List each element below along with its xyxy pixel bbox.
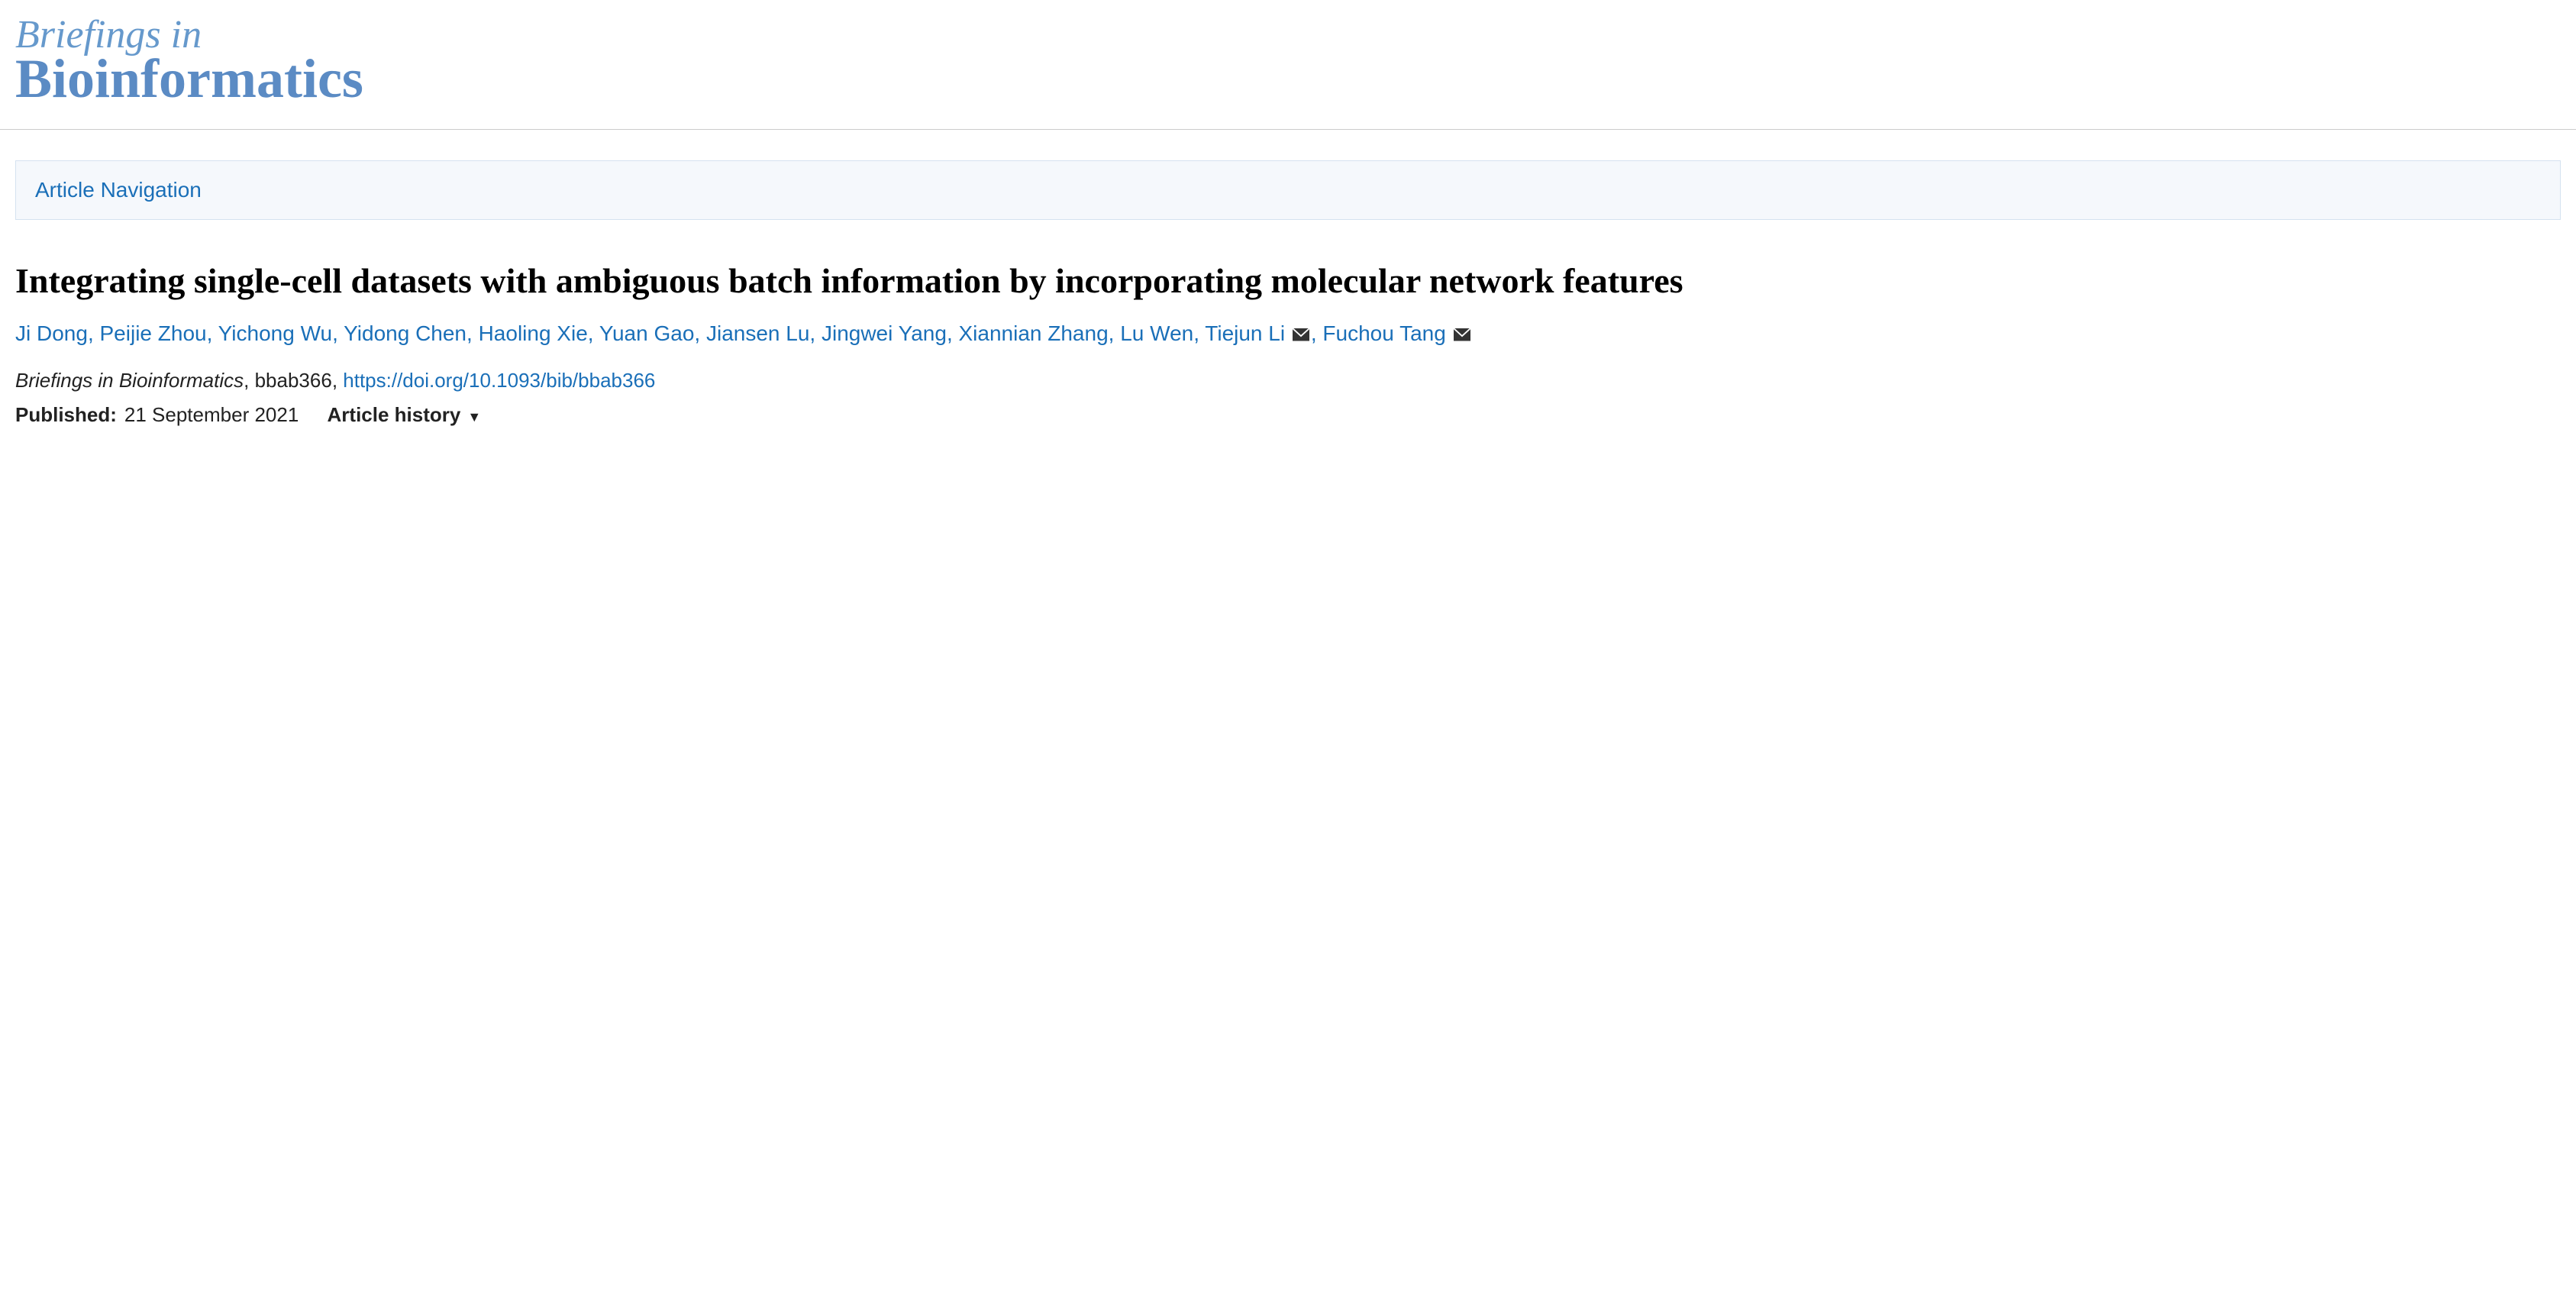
author-link[interactable]: Tiejun Li — [1205, 321, 1285, 345]
published-date: 21 September 2021 — [124, 403, 299, 426]
author-separator: , — [207, 321, 218, 345]
citation-sep: , — [332, 369, 343, 392]
citation-journal: Briefings in Bioinformatics — [15, 369, 244, 392]
published-label: Published: — [15, 403, 117, 426]
article-history-toggle[interactable]: Article history ▼ — [328, 403, 482, 426]
publication-line: Published: 21 September 2021 Article hist… — [15, 403, 2561, 427]
article-history-label: Article history — [328, 403, 461, 426]
author-link[interactable]: Yidong Chen — [344, 321, 466, 345]
article-navigation-link[interactable]: Article Navigation — [35, 178, 202, 202]
chevron-down-icon: ▼ — [463, 409, 481, 425]
doi-link[interactable]: https://doi.org/10.1093/bib/bbab366 — [343, 369, 655, 392]
mail-icon[interactable] — [1454, 328, 1470, 341]
author-link[interactable]: Xiannian Zhang — [959, 321, 1109, 345]
journal-logo-line1: Briefings in — [15, 15, 2561, 55]
author-list: Ji Dong, Peijie Zhou, Yichong Wu, Yidong… — [15, 318, 2561, 350]
article-title: Integrating single-cell datasets with am… — [15, 258, 2561, 304]
author-link[interactable]: Jingwei Yang — [822, 321, 947, 345]
author-separator: , — [947, 321, 959, 345]
author-separator: , — [1109, 321, 1121, 345]
author-separator: , — [694, 321, 706, 345]
mail-icon[interactable] — [1293, 328, 1309, 341]
author-separator: , — [809, 321, 822, 345]
article-navigation-box[interactable]: Article Navigation — [15, 160, 2561, 220]
author-separator: , — [332, 321, 344, 345]
author-separator: , — [588, 321, 599, 345]
author-link[interactable]: Fuchou Tang — [1322, 321, 1445, 345]
citation-article-id: bbab366 — [255, 369, 332, 392]
author-link[interactable]: Lu Wen — [1120, 321, 1193, 345]
author-link[interactable]: Haoling Xie — [479, 321, 588, 345]
journal-header: Briefings in Bioinformatics — [0, 0, 2576, 130]
author-link[interactable]: Yichong Wu — [218, 321, 332, 345]
article-metadata: Integrating single-cell datasets with am… — [0, 220, 2576, 442]
citation-line: Briefings in Bioinformatics, bbab366, ht… — [15, 369, 2561, 392]
author-separator: , — [1193, 321, 1205, 345]
author-link[interactable]: Peijie Zhou — [100, 321, 207, 345]
author-separator: , — [88, 321, 100, 345]
citation-sep: , — [244, 369, 254, 392]
journal-logo-line2: Bioinformatics — [15, 51, 2561, 106]
author-separator: , — [1311, 321, 1323, 345]
author-link[interactable]: Yuan Gao — [599, 321, 695, 345]
author-link[interactable]: Ji Dong — [15, 321, 88, 345]
author-link[interactable]: Jiansen Lu — [706, 321, 809, 345]
author-separator: , — [466, 321, 479, 345]
